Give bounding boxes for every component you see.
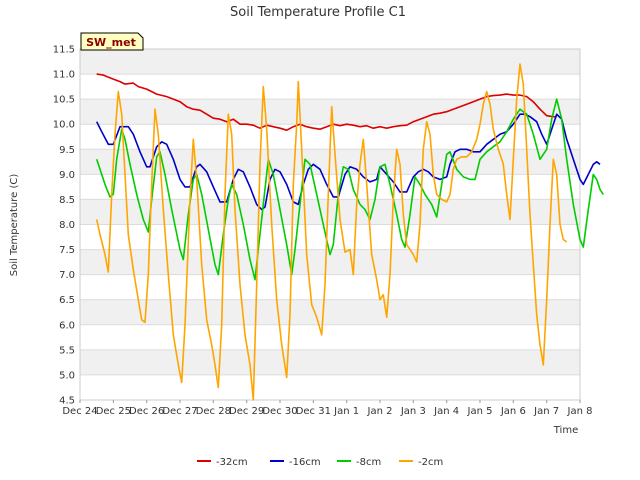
- grid-band: [80, 49, 580, 75]
- chart-title: Soil Temperature Profile C1: [230, 5, 406, 20]
- x-tick-label: Jan 5: [467, 406, 493, 417]
- x-tick-label: Dec 27: [162, 406, 197, 417]
- legend-label: -8cm: [356, 457, 381, 468]
- y-axis-label: Soil Temperature (C): [9, 174, 20, 277]
- y-tick-label: 8.0: [59, 220, 75, 231]
- legend-label: -16cm: [289, 457, 321, 468]
- x-tick-label: Jan 8: [567, 406, 593, 417]
- y-tick-label: 10.5: [53, 95, 75, 106]
- x-tick-label: Dec 31: [296, 406, 331, 417]
- plot-frame: [79, 48, 581, 401]
- y-tick-label: 11.5: [53, 45, 75, 56]
- x-axis-label: Time: [553, 425, 578, 436]
- series-line-minus8cm: [95, 98, 604, 281]
- x-tick-label: Jan 3: [400, 406, 426, 417]
- series-line-minus2cm: [95, 63, 568, 401]
- x-tick-label: Dec 28: [196, 406, 231, 417]
- y-tick-label: 6.5: [59, 295, 75, 306]
- y-tick-label: 9.0: [59, 170, 75, 181]
- y-axis-ticks: 4.5 5.0 5.5 6.0 6.5 7.0 7.5 8.0 8.5 9.0 9.5 10.0 10.…: [53, 45, 75, 407]
- station-badge: SW_met: [80, 32, 144, 51]
- y-tick-label: 5.5: [59, 345, 75, 356]
- y-tick-label: 6.0: [59, 320, 75, 331]
- badge-label: SW_met: [86, 36, 136, 49]
- grid-band: [80, 299, 580, 325]
- x-tick-label: Jan 6: [500, 406, 526, 417]
- legend-label: -2cm: [418, 457, 443, 468]
- x-tick-label: Dec 29: [229, 406, 264, 417]
- x-tick-label: Jan 4: [433, 406, 459, 417]
- y-tick-label: 4.5: [59, 396, 75, 407]
- x-tick-label: Dec 26: [129, 406, 164, 417]
- x-tick-label: Dec 25: [96, 406, 131, 417]
- y-tick-label: 10.0: [53, 120, 75, 131]
- x-tick-label: Dec 24: [62, 406, 97, 417]
- x-tick-label: Dec 30: [262, 406, 297, 417]
- y-tick-label: 8.5: [59, 195, 75, 206]
- legend-label: -32cm: [216, 457, 248, 468]
- series-lines: [95, 63, 604, 401]
- legend: -32cm -16cm -8cm -2cm: [197, 457, 443, 468]
- y-tick-label: 7.5: [59, 245, 75, 256]
- x-tick-label: Jan 7: [533, 406, 559, 417]
- grid-band: [80, 349, 580, 375]
- badge-box: [80, 32, 144, 51]
- grid-band: [80, 199, 580, 225]
- grid-band: [80, 99, 580, 125]
- x-tick-label: Jan 1: [333, 406, 359, 417]
- y-tick-label: 5.0: [59, 370, 75, 381]
- y-tick-label: 11.0: [53, 70, 75, 81]
- y-tick-label: 7.0: [59, 270, 75, 281]
- x-tick-label: Jan 2: [367, 406, 393, 417]
- grid-lines: [79, 48, 581, 401]
- y-tick-label: 9.5: [59, 145, 75, 156]
